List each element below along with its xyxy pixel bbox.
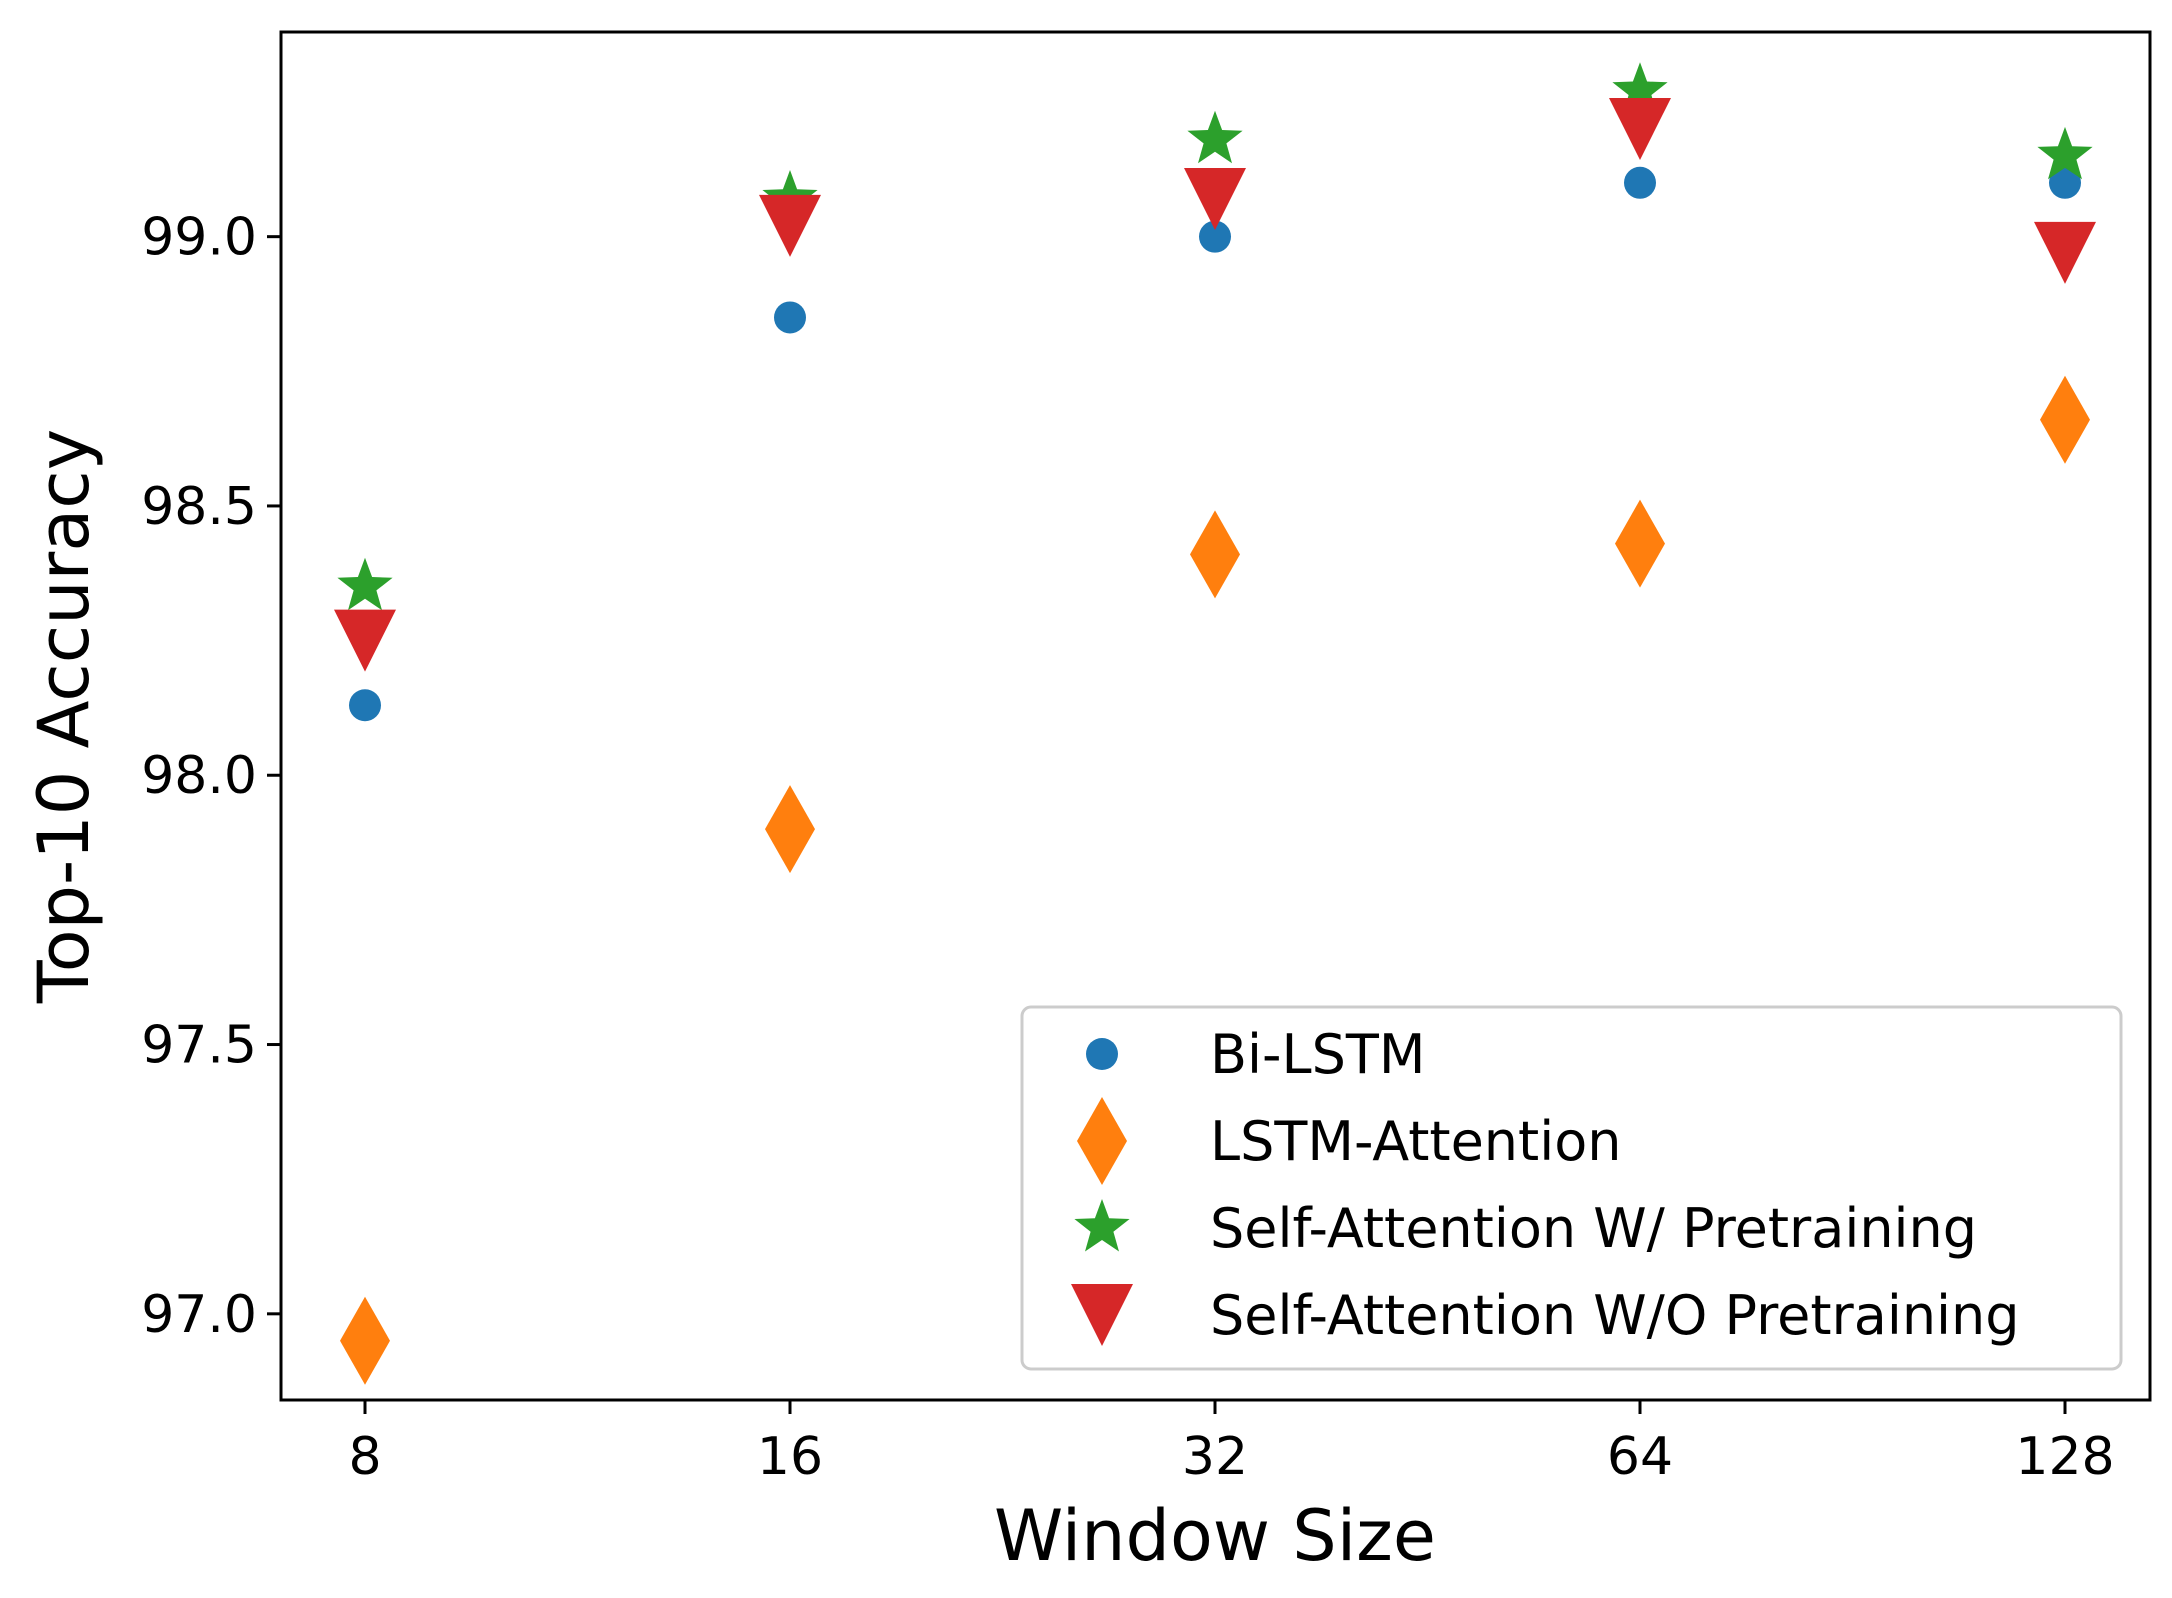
x-tick-label: 128 (2015, 1427, 2114, 1487)
series-diamond (340, 375, 2090, 1385)
y-tick-label: 99.0 (141, 208, 257, 268)
legend: Bi-LSTM LSTM-Attention Self-Attention W/ P… (1020, 1005, 2123, 1371)
y-tick-label: 97.0 (141, 1285, 257, 1345)
x-axis-label: Window Size (994, 1495, 1436, 1577)
legend-label: Bi-LSTM (1210, 1023, 1425, 1086)
data-point (2037, 126, 2093, 180)
data-point (1615, 499, 1665, 588)
data-marks (334, 62, 2096, 1385)
data-point (1624, 166, 1656, 199)
y-tick-label: 97.5 (141, 1016, 257, 1076)
data-point (774, 301, 806, 334)
data-point (2049, 166, 2081, 199)
data-point (765, 785, 815, 874)
data-point (759, 194, 821, 257)
legend-marker (1071, 1284, 1133, 1346)
data-point (1184, 167, 1246, 230)
data-point (2034, 221, 2096, 284)
data-point (1199, 220, 1231, 253)
x-axis: 8 16 32 64 128 (348, 1400, 2115, 1487)
legend-label: LSTM-Attention (1210, 1110, 1621, 1173)
legend-marker (1077, 1097, 1127, 1185)
data-point (334, 609, 396, 672)
series-circle (349, 166, 2081, 722)
y-tick-label: 98.0 (141, 746, 257, 806)
y-axis-label: Top-10 Accuracy (23, 429, 105, 1004)
x-tick-label: 8 (348, 1427, 381, 1487)
y-axis: 97.0 97.5 98.0 98.5 99.0 (141, 208, 281, 1345)
y-tick-label: 98.5 (141, 477, 257, 537)
legend-entry: Self-Attention W/O Pretraining (1071, 1284, 2020, 1347)
x-tick-label: 16 (757, 1427, 823, 1487)
series-triangle-down (334, 97, 2096, 672)
data-point (349, 689, 381, 722)
data-point (2040, 375, 2090, 464)
data-point (1609, 97, 1671, 160)
data-point (337, 557, 393, 611)
data-point (1187, 110, 1243, 164)
legend-entry: Self-Attention W/ Pretraining (1074, 1197, 1977, 1260)
legend-entry: Bi-LSTM (1086, 1023, 1425, 1086)
data-point (1612, 62, 1668, 115)
legend-entry: LSTM-Attention (1077, 1097, 1621, 1185)
legend-marker (1074, 1199, 1130, 1252)
x-tick-label: 64 (1607, 1427, 1673, 1487)
legend-frame (1020, 1005, 2123, 1371)
data-point (340, 1296, 390, 1385)
legend-label: Self-Attention W/O Pretraining (1210, 1284, 2020, 1347)
data-point (1190, 510, 1240, 599)
legend-label: Self-Attention W/ Pretraining (1210, 1197, 1977, 1260)
x-tick-label: 32 (1182, 1427, 1248, 1487)
legend-marker (1086, 1038, 1118, 1070)
